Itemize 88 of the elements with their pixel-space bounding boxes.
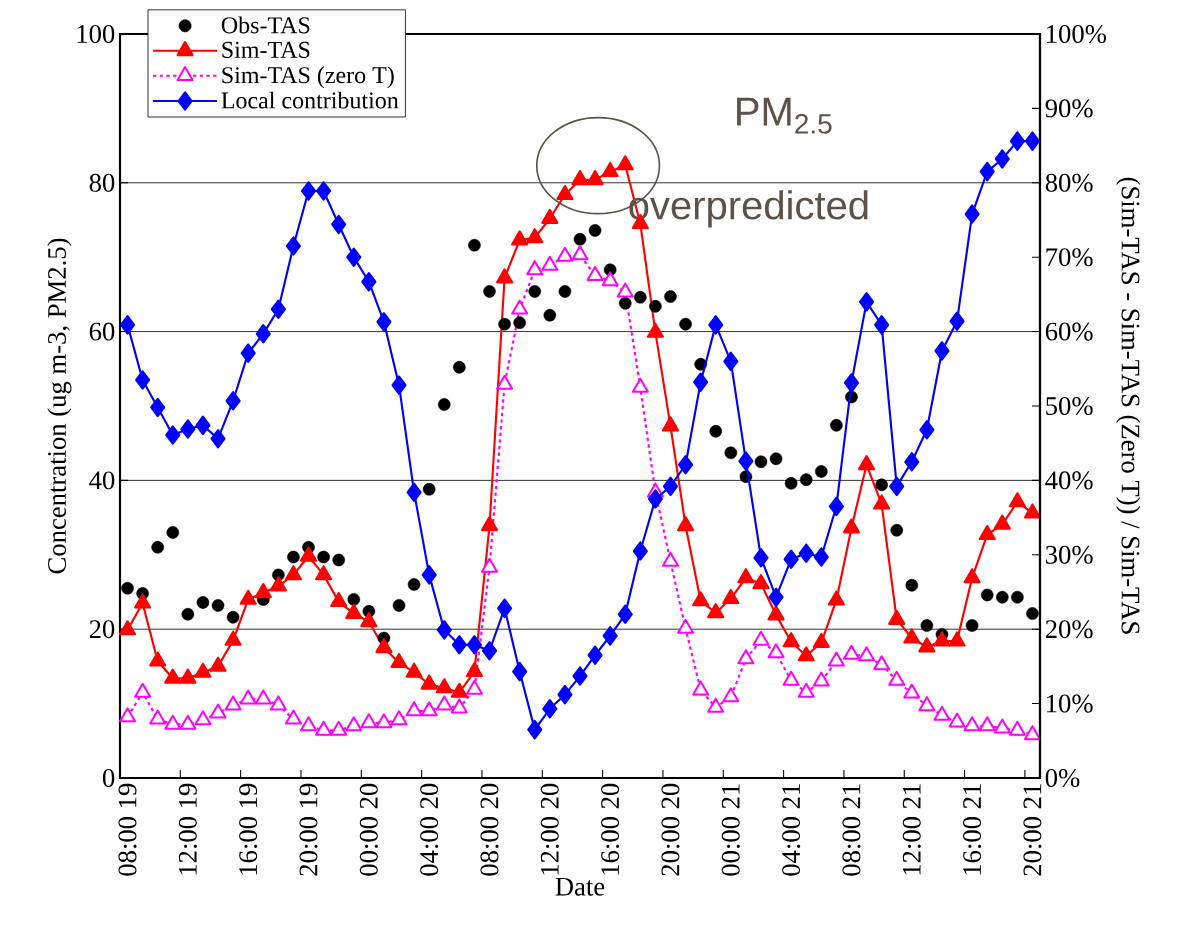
point <box>347 593 361 606</box>
x-axis-title: Date <box>555 877 605 896</box>
point <box>211 599 225 612</box>
y2-tick-label: 0% <box>1045 768 1080 788</box>
point <box>664 290 677 303</box>
point <box>166 526 180 539</box>
point <box>513 316 526 329</box>
y-tick-label: 60 <box>89 322 115 341</box>
y-tick-label: 0 <box>102 768 115 787</box>
point <box>618 297 632 310</box>
point <box>392 599 406 612</box>
x-tick-label: 20:00 21 <box>1023 784 1042 876</box>
point <box>196 596 210 609</box>
x-tick-label: 16:00 20 <box>601 783 620 875</box>
x-tick-label: 08:00 20 <box>480 783 499 876</box>
point <box>965 619 979 632</box>
point <box>1011 590 1024 604</box>
point <box>754 455 768 469</box>
x-tick-label: 04:00 21 <box>782 784 801 876</box>
point <box>558 285 572 298</box>
y2-tick-label: 50% <box>1046 396 1093 416</box>
point <box>332 553 345 567</box>
x-tick-label: 12:00 19 <box>178 783 197 875</box>
point <box>437 398 451 411</box>
y2-tick-label: 10% <box>1047 694 1093 713</box>
point <box>996 590 1009 604</box>
y2-tick-label: 70% <box>1046 248 1093 267</box>
point <box>920 619 934 632</box>
x-tick-label: 00:00 20 <box>359 783 378 876</box>
point <box>407 578 421 591</box>
x-tick-label: 12:00 21 <box>902 784 921 875</box>
point <box>875 478 888 492</box>
point <box>815 465 828 478</box>
y-tick-label: 20 <box>89 620 115 639</box>
point <box>483 285 496 298</box>
point <box>151 541 164 554</box>
y-tick-label: 80 <box>89 173 115 192</box>
y2-tick-label: 40% <box>1045 471 1093 490</box>
point <box>830 419 843 432</box>
point <box>890 523 903 537</box>
point <box>543 308 557 322</box>
x-tick-label: 04:00 20 <box>420 783 439 876</box>
y-tick-label: 100 <box>77 24 115 43</box>
legend-label: Sim-TAS (zero T) <box>222 66 394 89</box>
y-axis-title: Concentration (ug m-3, PM2.5) <box>47 238 72 574</box>
x-tick-label: 08:00 19 <box>118 783 137 876</box>
point <box>498 317 511 331</box>
point <box>679 317 692 331</box>
point <box>287 550 300 564</box>
x-tick-label: 20:00 20 <box>661 783 680 876</box>
x-tick-label: 20:00 19 <box>299 783 318 876</box>
point <box>181 608 195 621</box>
point <box>317 550 330 564</box>
y2-tick-label: 30% <box>1045 545 1093 564</box>
point <box>453 361 466 374</box>
point <box>121 581 134 595</box>
legend-label: Local contribution <box>221 91 399 109</box>
y2-tick-label: 90% <box>1045 99 1093 118</box>
point <box>528 285 542 298</box>
point <box>468 239 481 252</box>
y2-tick-label: 20% <box>1045 620 1093 639</box>
x-tick-label: 08:00 21 <box>842 784 861 876</box>
legend-label: Obs-TAS <box>221 16 310 34</box>
point <box>226 611 240 624</box>
annotation: PM$_{2.5}$ <box>737 97 832 134</box>
point <box>588 224 602 237</box>
x-tick-label: 16:00 19 <box>239 783 258 875</box>
point <box>905 579 919 592</box>
point <box>799 473 813 486</box>
point <box>634 291 647 304</box>
y-tick-label: 40 <box>89 471 115 490</box>
x-tick-label: 12:00 20 <box>540 783 559 875</box>
point <box>573 233 587 246</box>
point <box>784 477 798 490</box>
point <box>724 446 738 460</box>
y2-axis-title: (Sim-TAS - Sim-TAS (Zero T)) / Sim-TAS <box>1116 177 1141 634</box>
legend-label: Sim-TAS <box>222 41 310 58</box>
y2-tick-label: 100% <box>1047 24 1107 44</box>
point <box>980 588 994 602</box>
point <box>422 483 436 496</box>
point <box>1026 607 1039 620</box>
point <box>769 452 783 466</box>
y2-tick-label: 60% <box>1045 322 1093 341</box>
point <box>649 300 662 313</box>
point <box>709 425 722 438</box>
y2-tick-label: 80% <box>1045 173 1093 192</box>
x-tick-label: 00:00 21 <box>721 784 740 876</box>
x-tick-label: 16:00 21 <box>963 784 982 875</box>
